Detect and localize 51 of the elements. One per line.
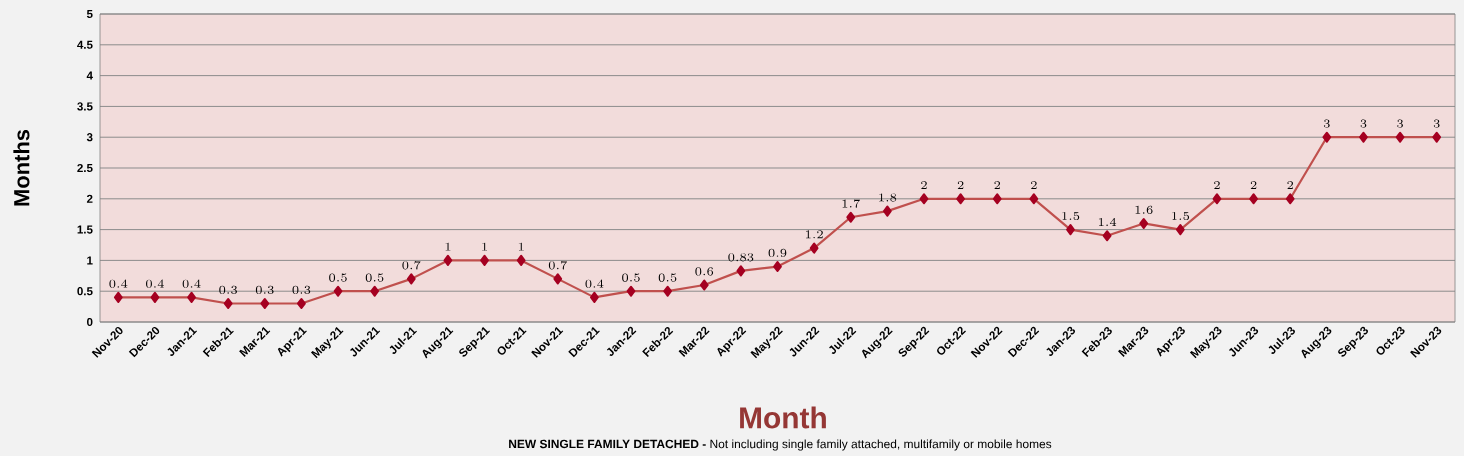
y-tick-label: 0.5 (77, 287, 93, 296)
y-tick-label: 3 (86, 133, 93, 142)
data-label: 0 . 4 (109, 279, 128, 288)
data-label: 1 (482, 242, 487, 251)
data-label: 1 . 5 (1062, 211, 1080, 221)
data-label: 3 (1323, 119, 1330, 128)
data-label: 2 (921, 181, 927, 190)
y-tick-label: 1.5 (77, 225, 93, 234)
data-label: 0 . 5 (329, 273, 347, 282)
data-label: 0 . 4 (182, 279, 201, 288)
data-label: 1 (445, 242, 451, 251)
text: NEW SINGLE FAMILY DETACHED - Not including single family attached, multifamily or mobile homes (509, 439, 1052, 451)
data-label: 0 . 3 (219, 285, 237, 295)
data-label: 3 (1360, 119, 1367, 128)
data-label: 0 . 5 (365, 273, 384, 282)
x-axis-title: Month (740, 406, 826, 429)
y-axis-title: Months (13, 129, 30, 206)
data-label: 3 (1433, 119, 1440, 128)
y-tick-label: 0 (87, 317, 93, 327)
y-tick-label: 1 (87, 256, 93, 265)
data-label: 1 (518, 242, 524, 251)
data-label: 1 . 7 (842, 199, 860, 208)
y-tick-label: 3.5 (77, 102, 93, 111)
data-label: 2 (1250, 181, 1257, 190)
data-label: 0 . 3 (292, 285, 311, 295)
y-tick-label: 4.5 (77, 40, 93, 49)
y-tick-label: 2 (86, 194, 93, 203)
data-label: 0 . 83 (728, 253, 754, 262)
data-label: 0 . 7 (548, 261, 567, 270)
y-tick-label: 5 (86, 9, 93, 19)
data-label: 2 (994, 181, 1001, 190)
data-label: 1 . 6 (1135, 205, 1153, 214)
data-label: 1 . 4 (1098, 217, 1117, 227)
data-label: 0 . 5 (658, 273, 677, 282)
data-label: 0 . 4 (146, 279, 164, 288)
data-label: 0 . 5 (622, 273, 640, 282)
data-label: 0 . 9 (768, 248, 787, 258)
data-label: 0 . 4 (585, 279, 604, 288)
data-label: 0 . 7 (402, 261, 421, 270)
data-label: 3 (1397, 119, 1403, 128)
y-tick-label: 4 (86, 71, 93, 80)
data-label: 0 . 6 (695, 267, 714, 276)
data-label: 2 (1031, 181, 1037, 190)
y-tick-label: 2.5 (77, 163, 93, 173)
data-label: 2 (1214, 181, 1220, 190)
data-label: 2 (1287, 181, 1293, 190)
data-label: 0 . 3 (255, 285, 274, 295)
data-label: 1 . 5 (1172, 211, 1190, 221)
data-label: 2 (957, 181, 964, 190)
data-label: 1 . 2 (805, 230, 823, 239)
data-label: 1 . 8 (879, 193, 897, 202)
